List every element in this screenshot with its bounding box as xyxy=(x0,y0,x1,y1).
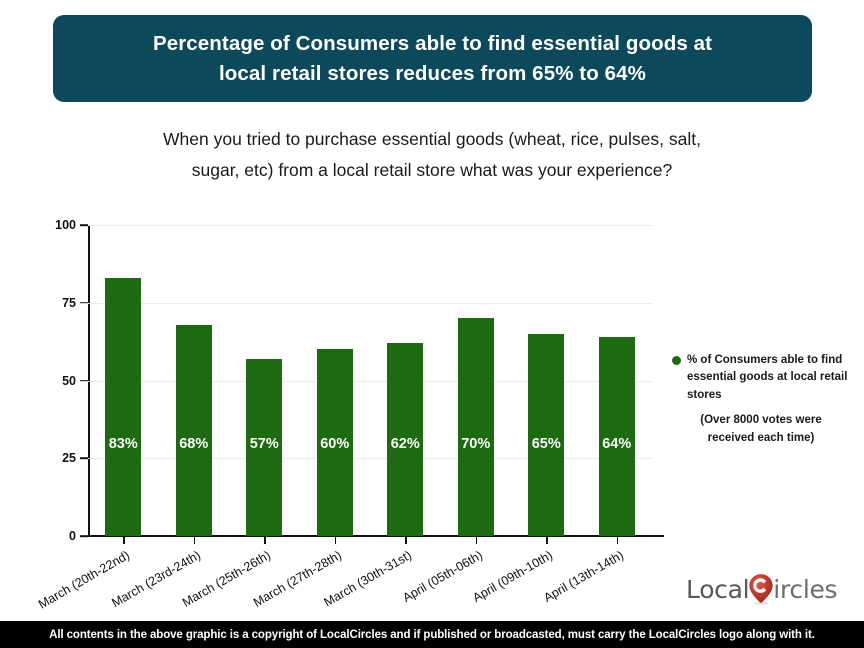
bar-value-label: 68% xyxy=(179,436,209,452)
y-axis-tick-mark xyxy=(80,224,88,226)
y-axis-tick-mark xyxy=(80,301,88,304)
y-axis-tick-mark xyxy=(80,457,88,460)
bar[interactable]: 62% xyxy=(387,343,424,536)
bar-value-label: 83% xyxy=(108,436,138,452)
title-text: Percentage of Consumers able to find ess… xyxy=(153,29,712,88)
x-axis-line xyxy=(88,535,664,537)
x-axis-tick-label: April (13th-14th) xyxy=(541,548,626,605)
gridline xyxy=(88,458,652,460)
y-tick-value: 0 xyxy=(69,529,76,543)
x-axis-tick-label: March (20th-22nd) xyxy=(36,548,133,612)
bar-value-label: 60% xyxy=(320,436,350,452)
y-axis-line xyxy=(88,225,90,536)
x-axis-tick-mark xyxy=(193,536,196,544)
x-axis-tick-mark xyxy=(405,536,407,544)
footer-bar: All contents in the above graphic is a c… xyxy=(0,621,864,648)
x-axis-tick-mark xyxy=(264,536,266,544)
question-text: When you tried to purchase essential goo… xyxy=(97,124,767,185)
question-line-2: sugar, etc) from a local retail store wh… xyxy=(191,159,673,180)
gridline xyxy=(88,225,652,226)
y-axis-tick-mark xyxy=(80,379,88,382)
bar[interactable]: 64% xyxy=(598,336,635,536)
bar[interactable]: 57% xyxy=(246,358,283,536)
x-axis-tick-mark xyxy=(123,536,125,544)
x-axis-tick-mark xyxy=(546,536,548,544)
gridline xyxy=(88,380,652,382)
bar[interactable]: 65% xyxy=(528,333,565,536)
bar-value-label: 64% xyxy=(602,436,632,452)
y-tick-value: 75 xyxy=(62,295,76,310)
x-axis-tick-mark xyxy=(616,536,619,544)
bar-value-label: 65% xyxy=(531,436,561,452)
x-axis-tick-label: March (25th-26th) xyxy=(180,548,274,610)
y-tick-value: 100 xyxy=(55,218,76,232)
legend-dot-icon xyxy=(672,356,681,365)
title-line-2: local retail stores reduces from 65% to … xyxy=(218,61,646,85)
x-axis-tick-label: April (09th-10th) xyxy=(470,548,556,605)
question-line-1: When you tried to purchase essential goo… xyxy=(163,129,701,149)
y-tick-value: 25 xyxy=(62,451,76,466)
legend-label: % of Consumers able to find essential go… xyxy=(687,354,848,401)
x-axis-tick-mark xyxy=(334,536,337,544)
gridline xyxy=(88,302,652,304)
legend-note-line-2: received each time) xyxy=(707,431,815,444)
logo-pin-c-icon xyxy=(748,573,774,605)
chart-legend: % of Consumers able to find essential go… xyxy=(672,352,852,404)
legend-note: (Over 8000 votes were received each time… xyxy=(676,412,846,448)
legend-entry: % of Consumers able to find essential go… xyxy=(672,352,852,404)
plot-area: 83% 68% 57% 60% 62% 70% 65% 64% xyxy=(88,225,652,536)
title-banner: Percentage of Consumers able to find ess… xyxy=(53,15,812,102)
logo-text-ircles: ircles xyxy=(773,574,838,604)
x-axis-tick-label: March (30th-31st) xyxy=(321,548,415,610)
logo-text-local: Local xyxy=(686,574,750,604)
localcircles-logo: Local ircles xyxy=(686,570,838,608)
x-axis-tick-label: April (05th-06th) xyxy=(400,548,485,605)
x-axis-tick-label: March (27th-28th) xyxy=(250,548,344,610)
bar[interactable]: 60% xyxy=(316,349,353,536)
y-tick-value: 50 xyxy=(62,373,76,388)
y-axis-tick-mark xyxy=(80,535,88,537)
bar[interactable]: 68% xyxy=(175,324,212,536)
title-line-1: Percentage of Consumers able to find ess… xyxy=(152,31,713,55)
bar[interactable]: 70% xyxy=(457,318,494,536)
bar[interactable]: 83% xyxy=(105,277,142,536)
legend-note-line-1: (Over 8000 votes were xyxy=(700,414,822,426)
footer-copyright-text: All contents in the above graphic is a c… xyxy=(49,628,815,641)
x-axis-tick-mark xyxy=(475,536,478,544)
x-axis-tick-label: March (23rd-24th) xyxy=(109,548,203,611)
bar-value-label: 57% xyxy=(249,436,279,452)
bar-value-label: 62% xyxy=(390,436,420,452)
bar-value-label: 70% xyxy=(461,436,491,452)
